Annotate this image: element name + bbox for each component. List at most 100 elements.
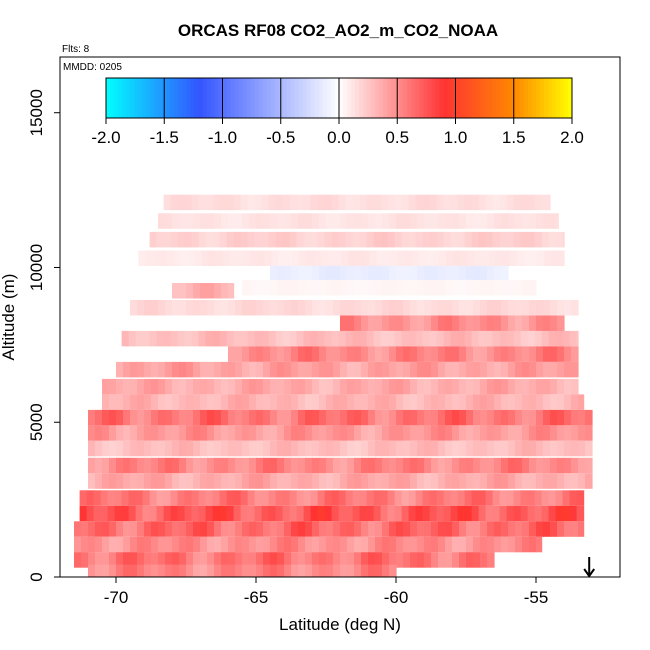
heatmap-cell [172,521,180,537]
heatmap-cell [326,279,334,296]
heatmap-cell [95,425,103,441]
heatmap-cell [403,425,411,441]
heatmap-cell [151,378,159,395]
colorbar-swatch [194,78,199,118]
heatmap-cell [487,213,495,229]
heatmap-cell [459,473,467,489]
heatmap-cell [109,409,117,426]
heatmap-cell [93,505,102,522]
heatmap-cell [446,250,454,266]
heatmap-cell [501,457,509,474]
heatmap-cell [116,425,124,441]
heatmap-cell [361,346,369,362]
colorbar-swatch [302,78,308,118]
heatmap-cell [424,279,432,296]
heatmap-cell [219,231,228,248]
heatmap-cell [81,521,89,537]
colorbar-swatch [118,78,123,118]
heatmap-cell [571,409,579,426]
colorbar-swatch [347,78,352,118]
heatmap-cell [403,457,411,474]
heatmap-cell [291,536,299,553]
heatmap-cell [354,473,362,489]
heatmap-cell [340,473,348,489]
colorbar-swatch [250,78,256,118]
heatmap-cell [410,378,418,395]
heatmap-band [88,457,593,474]
heatmap-cell [368,440,376,457]
heatmap-cell [137,361,145,378]
colorbar-swatch [555,78,561,118]
heatmap-cell [382,394,390,410]
heatmap-cell [536,457,544,474]
heatmap-cell [151,361,159,378]
heatmap-cell [319,378,327,395]
heatmap-cell [450,330,459,347]
heatmap-cell [156,505,165,522]
heatmap-cell [144,473,152,489]
heatmap-cell [354,521,362,537]
heatmap-cell [179,213,187,229]
heatmap-cell [207,394,215,410]
heatmap-cell [550,409,558,426]
heatmap-cell [215,250,223,266]
heatmap-cell [380,231,389,248]
heatmap-cell [277,536,285,553]
heatmap-cell [450,194,459,211]
heatmap-cell [177,194,186,211]
heatmap-cell [576,505,585,522]
heatmap-cell [445,457,453,474]
heatmap-cell [221,394,229,410]
heatmap-cell [417,265,425,282]
heatmap-cell [480,394,488,410]
heatmap-cell [242,213,250,229]
heatmap-cell [305,409,313,426]
heatmap-cell [520,330,529,347]
heatmap-cell [333,457,341,474]
heatmap-cell [165,521,173,537]
heatmap-cell [312,425,320,441]
heatmap-cell [555,505,564,522]
heatmap-cell [219,330,228,347]
heatmap-cell [277,521,285,537]
heatmap-cell [222,250,230,266]
heatmap-band [88,564,397,577]
heatmap-cell [375,213,383,229]
heatmap-band [158,213,559,229]
heatmap-cell [100,505,109,522]
heatmap-cell [214,361,222,378]
heatmap-cell [361,521,369,537]
heatmap-cell [144,440,152,457]
heatmap-cell [312,473,320,489]
heatmap-cell [263,213,271,229]
heatmap-cell [179,283,187,299]
heatmap-cell [396,265,404,282]
heatmap-cell [142,490,151,506]
heatmap-cell [431,300,439,316]
heatmap-cell [186,425,194,441]
colorbar-swatch [130,78,135,118]
heatmap-cell [513,330,522,347]
heatmap-cell [471,231,480,248]
heatmap-cell [543,473,551,489]
heatmap-cell [291,361,299,378]
heatmap-cell [359,330,368,347]
heatmap-cell [562,330,571,347]
heatmap-cell [438,279,446,296]
heatmap-cell [198,505,207,522]
heatmap-cell [382,473,390,489]
heatmap-cell [382,564,390,577]
heatmap-cell [88,552,96,568]
heatmap-cell [410,279,418,296]
heatmap-cell [284,394,292,410]
heatmap-cell [340,536,348,553]
heatmap-cell [522,457,530,474]
heatmap-cell [492,505,501,522]
heatmap-cell [109,440,117,457]
heatmap-cell [431,440,439,457]
heatmap-cell [310,490,319,506]
heatmap-cell [494,425,502,441]
heatmap-cell [555,330,564,347]
heatmap-cell [501,315,509,331]
heatmap-cell [180,250,188,266]
